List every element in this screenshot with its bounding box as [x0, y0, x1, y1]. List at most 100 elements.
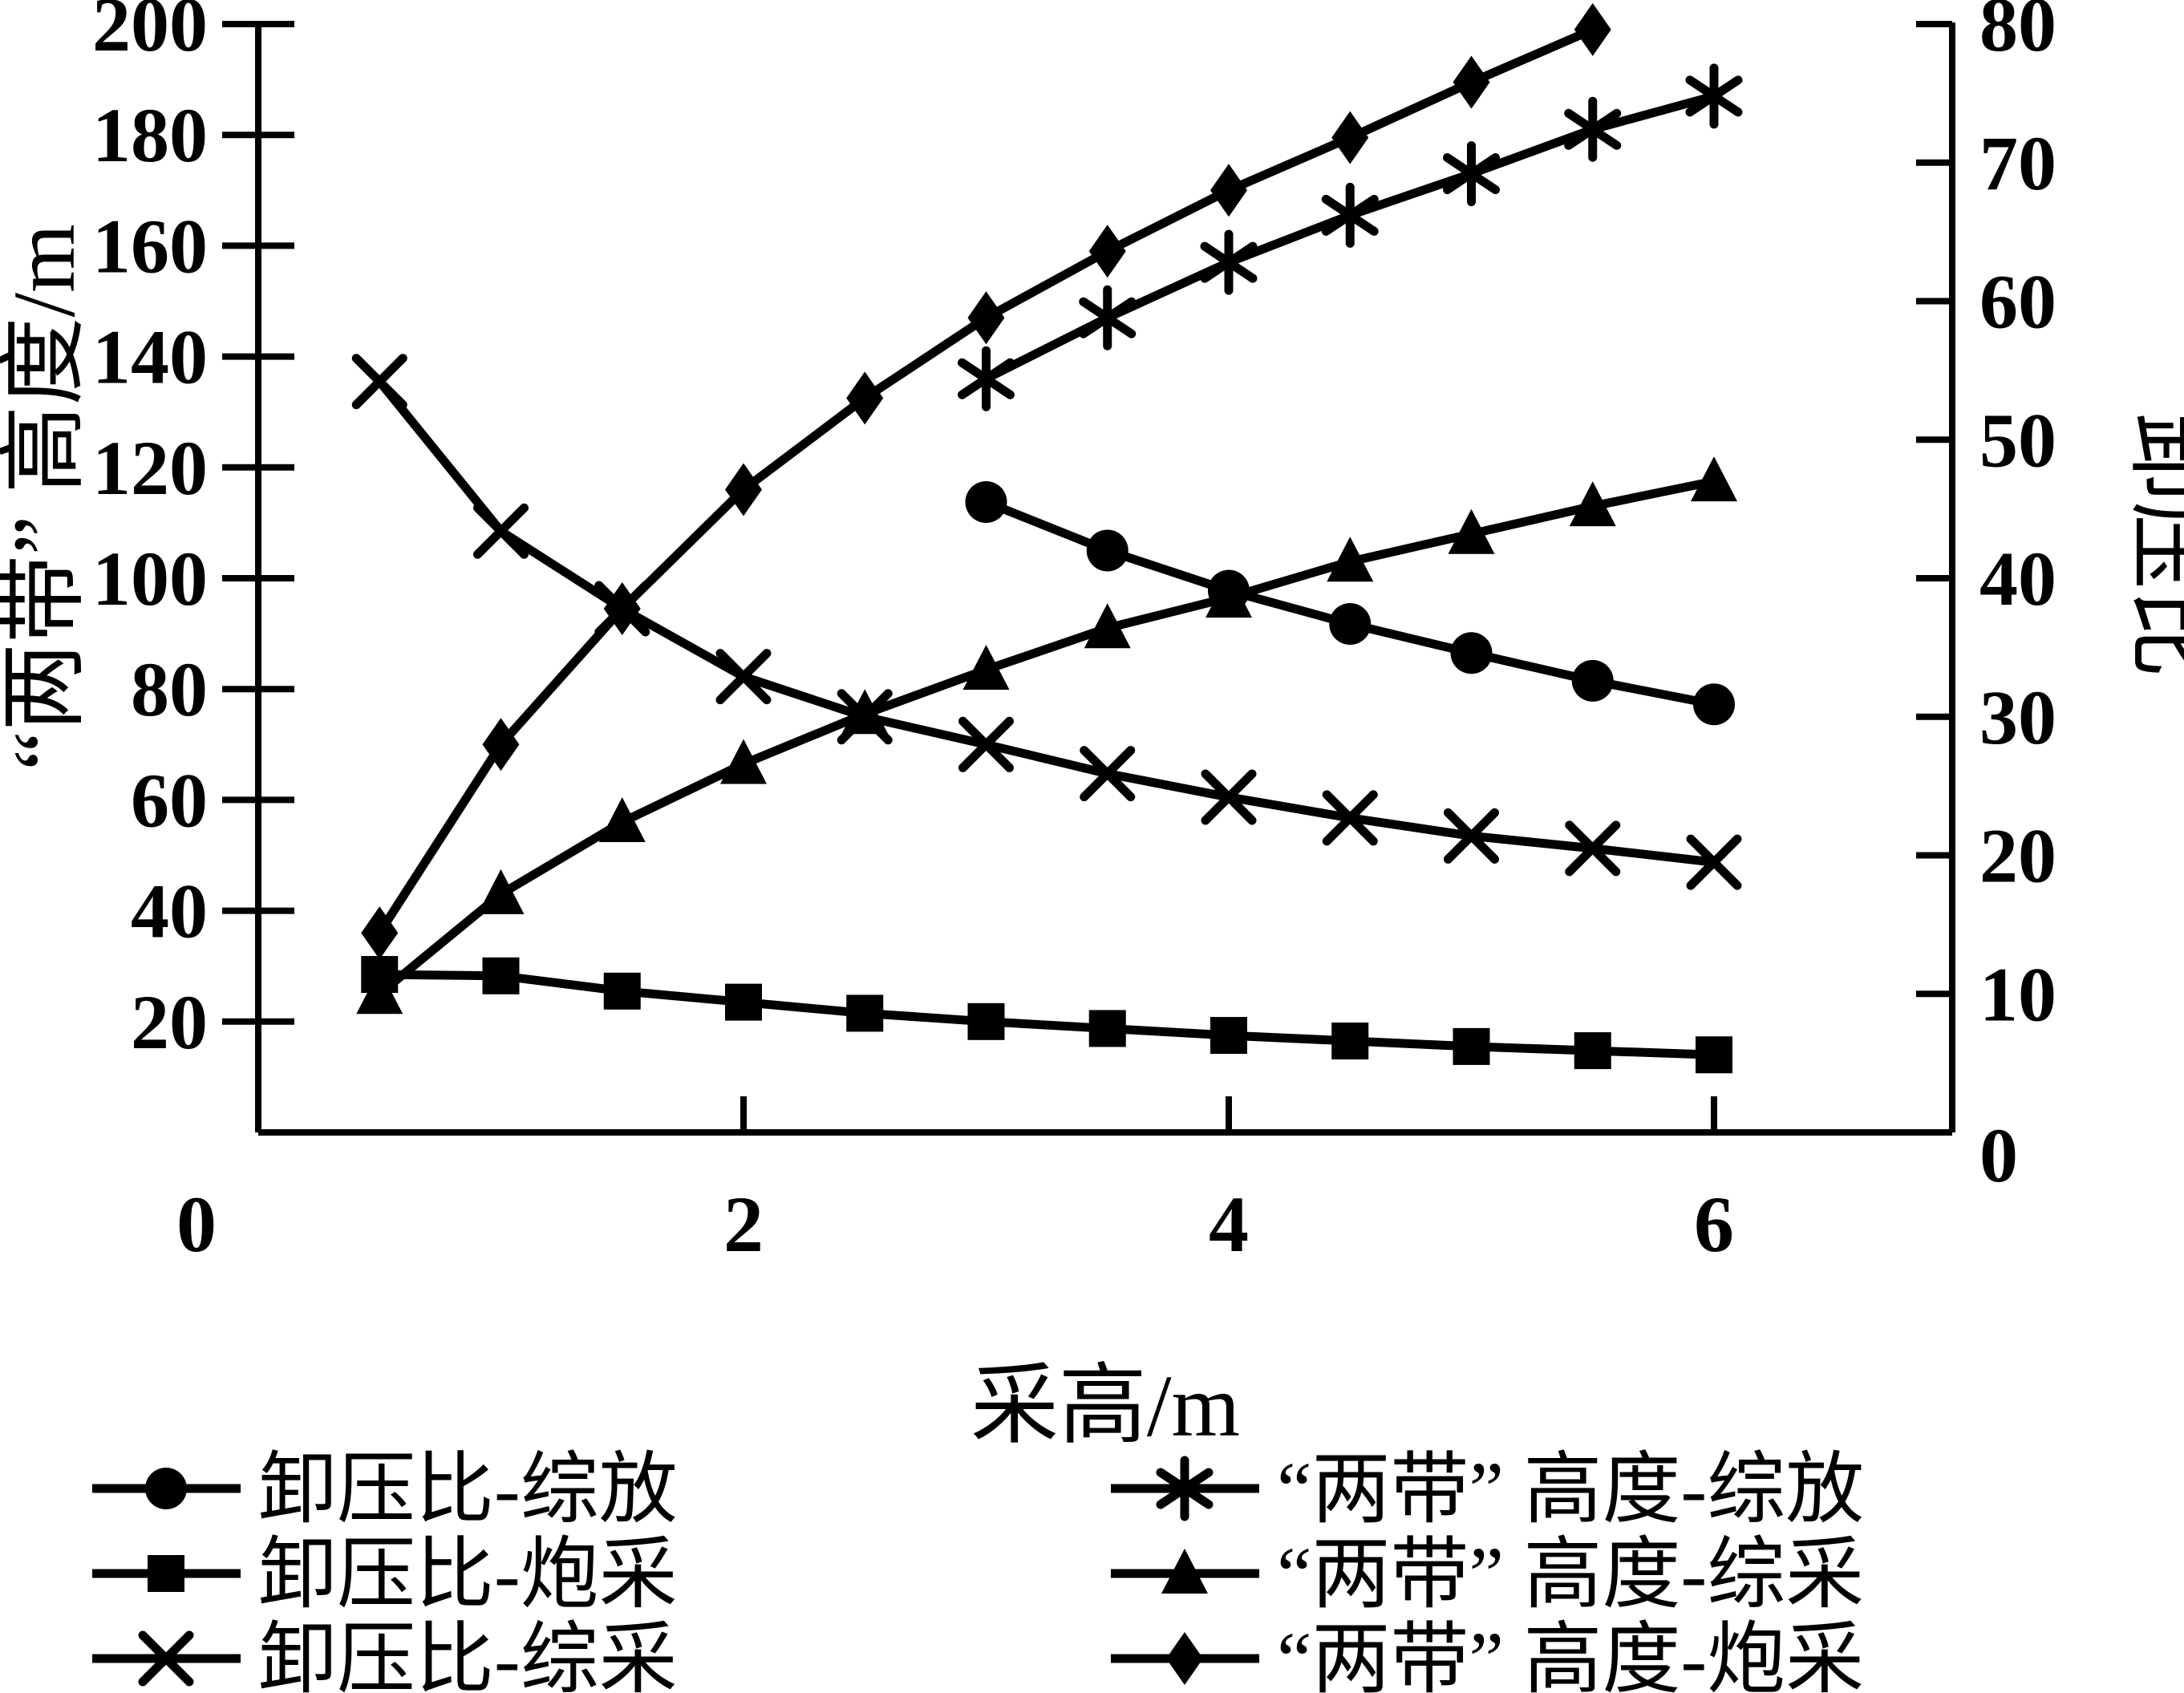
triangle-marker [1569, 481, 1616, 527]
series-line-relief_zongcai [375, 379, 1715, 867]
series-line-relief_paocai [379, 970, 1715, 1059]
y-left-tick-label: 20 [131, 979, 208, 1065]
asterisk-marker [1200, 229, 1258, 295]
diamond-marker [725, 463, 762, 516]
series-height_paocai [361, 2, 1611, 960]
y-right-tick-label: 20 [1979, 813, 2056, 899]
xcross-marker [473, 503, 529, 559]
circle-marker [1693, 683, 1735, 726]
xcross-marker [1686, 834, 1742, 890]
triangle-marker [1084, 603, 1131, 649]
y-left-tick-label: 80 [131, 646, 208, 732]
square-marker [967, 1002, 1005, 1040]
legend-item-relief_paocai: 卸压比-炮采 [92, 1532, 678, 1618]
xcross-marker [138, 1630, 194, 1687]
xcross-marker [1201, 769, 1257, 825]
diamond-marker [1331, 111, 1369, 164]
asterisk-marker [1321, 182, 1379, 248]
y-right-tick-label: 30 [1979, 674, 2056, 760]
x-tick-label: 6 [1694, 1180, 1734, 1269]
legend-label: 卸压比-综放 [258, 1447, 678, 1533]
triangle-marker [598, 797, 646, 843]
xcross-marker [1322, 790, 1378, 846]
square-marker [1574, 1032, 1611, 1070]
asterisk-marker [1685, 63, 1743, 129]
diamond-marker [1453, 55, 1490, 109]
square-marker [846, 994, 884, 1032]
asterisk-marker [1156, 1456, 1214, 1521]
legend-item-relief_zongfang: 卸压比-综放 [92, 1447, 678, 1533]
square-marker [1331, 1022, 1369, 1059]
triangle-marker [720, 739, 767, 784]
diamond-marker [482, 718, 520, 772]
y-right-tick-label: 40 [1979, 536, 2056, 622]
circle-marker [1450, 632, 1493, 674]
square-marker [1210, 1017, 1247, 1055]
series-relief_zongcai [351, 354, 1742, 890]
y-right-tick-label: 0 [1979, 1112, 2018, 1198]
diamond-marker [603, 582, 641, 636]
legend-label: “两带” 高度-炮采 [1277, 1617, 1864, 1693]
x-tick-label: 2 [723, 1180, 764, 1269]
legend-item-height_paocai: “两带” 高度-炮采 [1111, 1617, 1864, 1693]
square-marker [482, 957, 520, 994]
asterisk-marker [1564, 96, 1622, 162]
x-tick-label: 4 [1209, 1180, 1249, 1269]
x-tick-label: 0 [176, 1180, 217, 1269]
diamond-marker [1088, 225, 1126, 278]
circle-marker [1086, 529, 1128, 572]
x-axis-title: 采高/m [970, 1357, 1240, 1455]
y-right-tick-label: 60 [1979, 259, 2056, 345]
y-right-tick-label: 10 [1979, 951, 2056, 1037]
square-marker [1453, 1027, 1490, 1065]
diamond-marker [1574, 2, 1611, 56]
legend-item-relief_zongcai: 卸压比-综采 [92, 1617, 678, 1693]
legend-label: “两带” 高度-综放 [1277, 1447, 1864, 1533]
y-left-tick-label: 60 [131, 757, 208, 843]
xcross-marker [351, 354, 407, 410]
series-height_zongcai [356, 456, 1737, 1015]
circle-marker [1571, 659, 1614, 702]
y-left-tick-label: 160 [92, 203, 208, 289]
xcross-marker [1080, 746, 1136, 802]
square-marker [725, 983, 762, 1021]
legend-label: 卸压比-综采 [258, 1617, 678, 1693]
xcross-marker [958, 716, 1014, 772]
legend-item-height_zongfang: “两带” 高度-综放 [1111, 1447, 1864, 1533]
legend-label: “两带” 高度-综采 [1277, 1532, 1864, 1618]
legend-label: 卸压比-炮采 [258, 1532, 678, 1618]
axes: 2040608010012014016018020001020304050607… [0, 0, 2184, 1455]
y-right-tick-label: 80 [1979, 0, 2056, 67]
diamond-marker [846, 371, 884, 425]
triangle-marker [1205, 573, 1252, 618]
asterisk-marker [958, 346, 1015, 411]
triangle-marker [962, 645, 1010, 691]
square-marker [603, 972, 641, 1010]
series-line-height_zongcai [376, 476, 1716, 998]
xcross-marker [715, 649, 772, 705]
y-left-tick-label: 140 [92, 314, 208, 400]
y-left-axis-title: “两带” 高度/m [0, 224, 93, 770]
y-right-tick-label: 50 [1979, 397, 2056, 483]
diamond-marker [967, 291, 1005, 345]
circle-marker [965, 480, 1007, 523]
triangle-marker [841, 689, 889, 735]
circle-marker [145, 1468, 187, 1509]
square-marker [1696, 1036, 1732, 1074]
triangle-marker [356, 969, 403, 1015]
xcross-marker [1444, 808, 1499, 864]
square-marker [1088, 1010, 1126, 1047]
triangle-marker [1327, 537, 1374, 582]
asterisk-marker [1079, 285, 1137, 350]
series-relief_zongfang [965, 480, 1735, 726]
y-left-tick-label: 40 [131, 869, 208, 954]
triangle-marker [477, 869, 525, 914]
asterisk-marker [1443, 141, 1500, 207]
diamond-marker [1166, 1632, 1203, 1685]
y-right-tick-label: 70 [1979, 120, 2056, 206]
xcross-marker [1565, 820, 1621, 877]
series-relief_paocai [361, 956, 1732, 1074]
circle-marker [1329, 603, 1372, 646]
